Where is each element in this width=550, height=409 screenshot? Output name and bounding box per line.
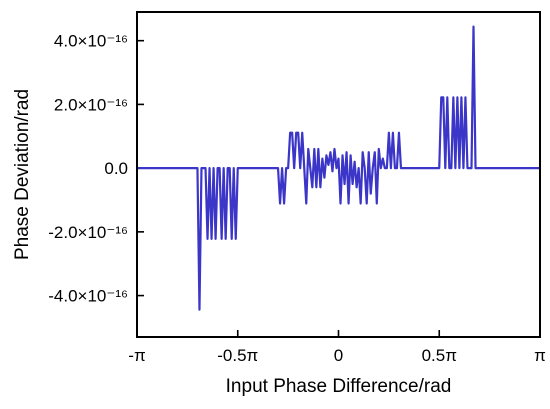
phase-deviation-line xyxy=(137,25,540,311)
y-axis-title: Phase Deviation/rad xyxy=(12,89,33,260)
x-tick-label: 0.5π xyxy=(422,346,457,365)
y-tick-label: 4.0×10⁻¹⁶ xyxy=(54,32,128,51)
x-tick-label: 0 xyxy=(334,346,343,365)
x-tick-label: -0.5π xyxy=(217,346,258,365)
y-tick-label: 0.0 xyxy=(104,159,128,178)
y-tick-label: -4.0×10⁻¹⁶ xyxy=(48,287,128,306)
tick-labels-layer: -π -0.5π 0 0.5π π 4.0×10⁻¹⁶ 2.0×10⁻¹⁶ 0.0 -2.0×1… xyxy=(48,32,546,365)
plot-frame xyxy=(136,11,541,338)
x-tick-label: -π xyxy=(128,346,145,365)
x-axis-title: Input Phase Difference/rad xyxy=(226,376,452,397)
y-tick-label: 2.0×10⁻¹⁶ xyxy=(54,95,128,114)
y-tick-label: -2.0×10⁻¹⁶ xyxy=(48,223,128,242)
x-tick-label: π xyxy=(534,346,546,365)
